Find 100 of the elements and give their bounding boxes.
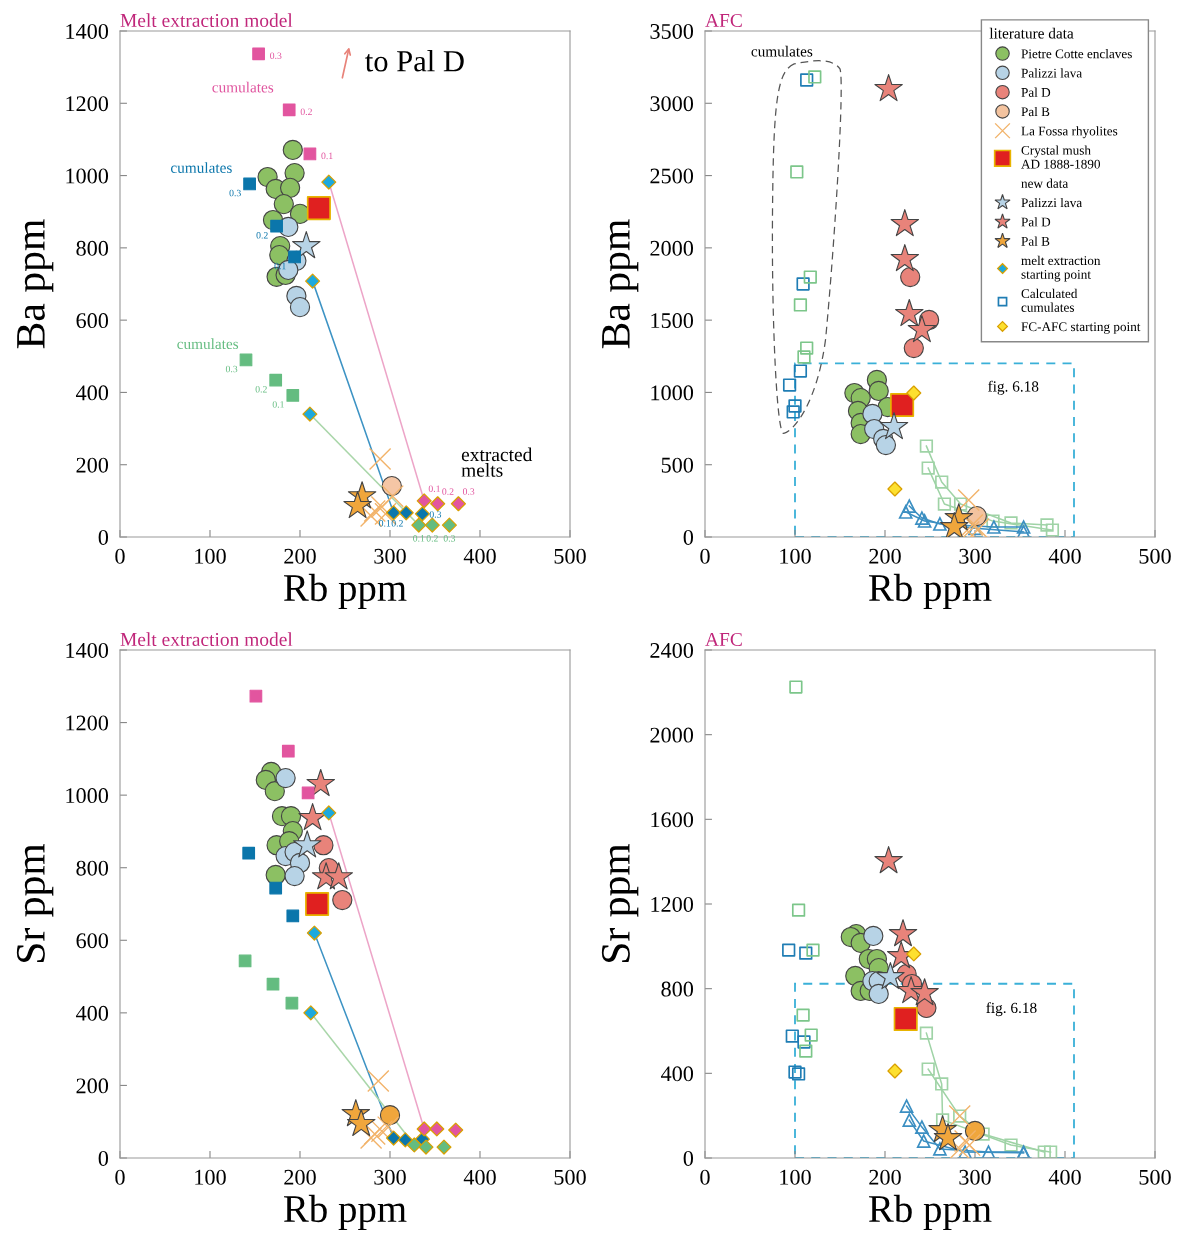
annotation: to Pal D	[365, 50, 464, 72]
y-tick-label: 2000	[650, 727, 694, 743]
annotation: fig. 6.18	[986, 1002, 1037, 1017]
x-tick-label: 200	[869, 1169, 901, 1185]
x-tick-label: 100	[780, 1169, 811, 1185]
y-axis-title: Ba ppm	[602, 219, 639, 349]
legend-label: FC-AFC starting point	[1021, 322, 1141, 334]
y-tick-label: 3500	[650, 23, 694, 39]
legend-label: Pietre Cotte enclaves	[1021, 49, 1132, 59]
y-tick-label: 400	[75, 385, 109, 401]
y-tick-label: 400	[660, 1066, 694, 1082]
annotation: 0.1	[321, 152, 333, 160]
y-tick-label: 600	[76, 933, 109, 949]
annotation: cumulates	[177, 338, 239, 350]
y-tick-label: 1200	[66, 715, 109, 731]
legend-label: Crystal mush AD 1888-1890	[1021, 145, 1101, 169]
x-tick-label: 200	[869, 548, 901, 564]
y-tick-label: 0	[98, 529, 109, 545]
annotation: 0.3	[270, 52, 282, 60]
annotation: 0.2	[442, 488, 454, 495]
annotation: new data	[1021, 178, 1069, 188]
y-tick-label: 2400	[650, 642, 694, 658]
x-tick-label: 100	[780, 548, 811, 564]
legend-label: Pal D	[1021, 87, 1051, 97]
y-axis-title: Sr ppm	[16, 843, 54, 962]
annotation: 0.2	[255, 385, 267, 393]
legend-label: Pal D	[1021, 217, 1051, 227]
x-tick-label: 300	[959, 1169, 991, 1185]
annotation: 0.1	[272, 401, 284, 408]
y-tick-label: 1400	[66, 642, 109, 658]
legend-label: Pal B	[1021, 106, 1050, 117]
annotation: 0.1	[379, 520, 391, 527]
chart-title: AFC	[705, 13, 742, 28]
x-tick-label: 300	[374, 1169, 406, 1185]
x-tick-label: 300	[959, 548, 991, 564]
chart-title: Melt extraction model	[120, 13, 293, 28]
y-tick-label: 200	[76, 457, 109, 473]
annotation: 0.2	[300, 108, 312, 116]
x-tick-label: 400	[1048, 1169, 1081, 1185]
annotation: extracted melts	[461, 447, 533, 477]
annotation: 0.2	[426, 535, 438, 542]
y-tick-label: 400	[75, 1005, 109, 1021]
y-tick-label: 800	[76, 240, 109, 256]
x-tick-label: 400	[463, 548, 496, 564]
legend-label: Calculated cumulates	[1021, 288, 1078, 312]
legend-label: La Fossa rhyolites	[1021, 126, 1118, 139]
x-tick-label: 200	[284, 548, 316, 564]
y-tick-label: 2500	[650, 168, 694, 184]
y-tick-label: 2000	[650, 240, 694, 256]
x-tick-label: 0	[700, 548, 710, 564]
x-tick-label: 100	[195, 548, 226, 564]
y-tick-label: 0	[98, 1150, 109, 1166]
y-tick-label: 3000	[650, 96, 694, 112]
x-tick-label: 0	[115, 1169, 125, 1185]
x-tick-label: 200	[284, 1169, 316, 1185]
annotation: cumulates	[212, 81, 274, 93]
annotation: 0.3	[462, 488, 475, 495]
annotation: 0.3	[443, 535, 456, 542]
y-tick-label: 200	[76, 1078, 109, 1094]
x-axis-title: Rb ppm	[869, 1194, 992, 1231]
annotation: cumulates	[751, 45, 813, 57]
y-tick-label: 1000	[651, 385, 694, 401]
legend-label: Palizzi lava	[1021, 68, 1082, 78]
x-tick-label: 300	[374, 548, 406, 564]
x-tick-label: 500	[554, 1169, 586, 1185]
legend-label: Pal B	[1021, 236, 1050, 246]
y-tick-label: 1200	[66, 96, 109, 112]
annotation: 0.2	[256, 232, 268, 239]
y-tick-label: 0	[683, 529, 694, 545]
annotation: 0.3	[229, 189, 241, 197]
y-tick-label: 1000	[66, 788, 109, 804]
x-tick-label: 0	[700, 1169, 710, 1185]
annotation: 0.1	[428, 485, 440, 492]
y-tick-label: 500	[661, 457, 694, 473]
y-axis-title: Sr ppm	[601, 843, 639, 962]
x-tick-label: 400	[463, 1169, 496, 1185]
y-tick-label: 1000	[66, 168, 109, 184]
x-axis-title: Rb ppm	[284, 573, 407, 610]
x-tick-label: 400	[1048, 548, 1081, 564]
annotation: 0.1	[413, 535, 425, 542]
chart-title: Melt extraction model	[120, 632, 293, 647]
y-tick-label: 600	[76, 313, 109, 329]
y-tick-label: 800	[76, 860, 109, 876]
x-tick-label: 100	[195, 1169, 226, 1185]
x-tick-label: 500	[1139, 548, 1171, 564]
y-tick-label: 1500	[651, 313, 694, 329]
y-tick-label: 0	[683, 1150, 694, 1166]
y-tick-label: 800	[661, 981, 694, 997]
chart-title: AFC	[705, 632, 742, 647]
legend-label: Palizzi lava	[1021, 197, 1082, 208]
y-tick-label: 1200	[651, 896, 694, 912]
annotation: cumulates	[170, 162, 232, 173]
x-axis-title: Rb ppm	[284, 1194, 407, 1231]
annotation: fig. 6.18	[988, 380, 1039, 395]
legend-title: literature data	[989, 27, 1074, 39]
annotation: 0.3	[225, 365, 238, 373]
annotation: 0.3	[429, 511, 442, 518]
x-tick-label: 0	[115, 548, 125, 564]
x-axis-title: Rb ppm	[869, 573, 992, 610]
legend-label: melt extraction starting point	[1021, 255, 1101, 282]
